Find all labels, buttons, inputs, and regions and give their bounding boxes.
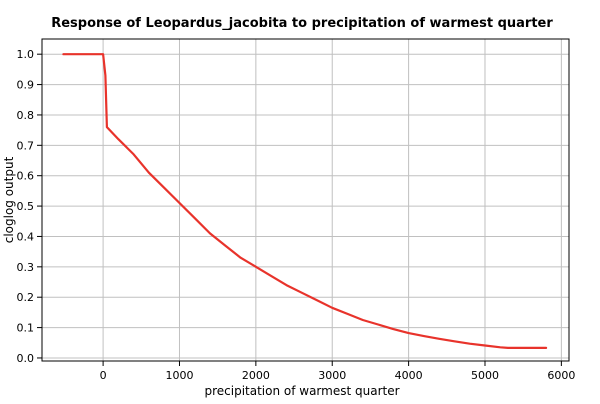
- plot-frame: [41, 38, 570, 362]
- x-tick-label: 0: [100, 369, 107, 382]
- x-tick-label: 3000: [318, 369, 346, 382]
- series-layer: [62, 53, 548, 349]
- x-tick-label: 6000: [547, 369, 575, 382]
- y-tick-label: 0.1: [17, 322, 35, 335]
- y-tick-label: 0.5: [17, 200, 35, 213]
- y-tick-label: 0.8: [17, 109, 35, 122]
- y-tick-label: 0.7: [17, 139, 35, 152]
- x-tick-label: 2000: [242, 369, 270, 382]
- x-axis-label: precipitation of warmest quarter: [204, 384, 399, 398]
- x-tick-label: 4000: [395, 369, 423, 382]
- y-tick-label: 0.9: [17, 79, 35, 92]
- y-tick-label: 0.3: [17, 261, 35, 274]
- chart-title: Response of Leopardus_jacobita to precip…: [51, 16, 553, 31]
- y-tick-label: 0.4: [17, 230, 35, 243]
- grid-lines: [42, 39, 569, 361]
- y-tick-label: 0.0: [17, 352, 35, 365]
- y-axis-label: cloglog output: [2, 156, 16, 243]
- y-tick-label: 1.0: [17, 48, 35, 61]
- x-tick-label: 5000: [471, 369, 499, 382]
- y-tick-label: 0.2: [17, 291, 35, 304]
- axis-ticks: 0 1000 2000 3000 4000 5000 6000 0.0 0.1 0.2 0.3 0.4…: [17, 48, 576, 382]
- x-tick-label: 1000: [165, 369, 193, 382]
- y-tick-label: 0.6: [17, 170, 35, 183]
- response-curve: [62, 53, 548, 349]
